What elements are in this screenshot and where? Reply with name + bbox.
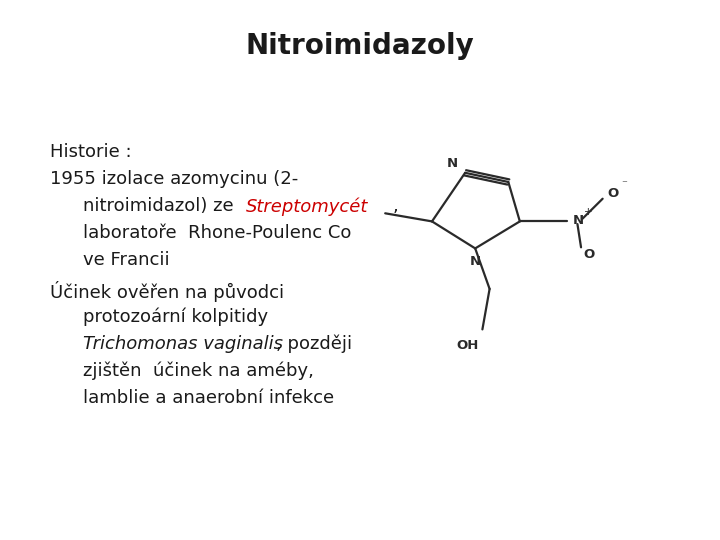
Text: Trichomonas vaginalis: Trichomonas vaginalis: [83, 335, 283, 353]
Text: nitroimidazol) ze: nitroimidazol) ze: [83, 197, 239, 215]
Text: ve Francii: ve Francii: [83, 251, 169, 269]
Text: N: N: [572, 214, 584, 227]
Text: O: O: [608, 187, 619, 200]
Text: N: N: [446, 157, 458, 170]
Text: +: +: [584, 207, 593, 217]
Text: ⁻: ⁻: [621, 180, 627, 190]
Text: Historie :: Historie :: [50, 143, 132, 161]
Text: protozoární kolpitidy: protozoární kolpitidy: [83, 308, 268, 326]
Text: Účinek ověřen na původci: Účinek ověřen na původci: [50, 281, 284, 302]
Text: ,: ,: [392, 197, 398, 215]
Text: OH: OH: [456, 339, 480, 352]
Text: lamblie a anaerobní infekce: lamblie a anaerobní infekce: [83, 389, 334, 407]
Text: zjištěn  účinek na améby,: zjištěn účinek na améby,: [83, 362, 314, 380]
Text: N: N: [469, 255, 481, 268]
Text: Nitroimidazoly: Nitroimidazoly: [246, 32, 474, 60]
Text: O: O: [583, 248, 595, 261]
Text: laboratoře  Rhone-Poulenc Co: laboratoře Rhone-Poulenc Co: [83, 224, 351, 242]
Text: 1955 izolace azomycinu (2-: 1955 izolace azomycinu (2-: [50, 170, 299, 188]
Text: Streptomycét: Streptomycét: [246, 197, 368, 215]
Text: , později: , později: [276, 335, 352, 353]
